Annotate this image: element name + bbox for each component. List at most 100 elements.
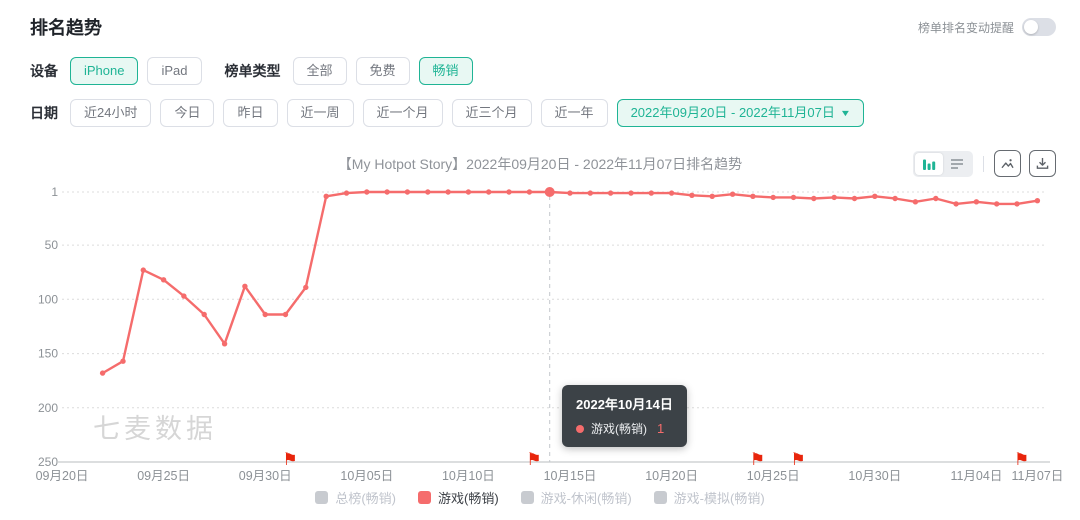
data-point[interactable] [790,194,797,201]
legend-marker-icon [315,491,329,504]
data-point[interactable] [831,194,837,201]
event-flag-icon[interactable]: ⚑ [791,450,806,469]
date-option-year[interactable]: 近一年 [540,99,608,127]
date-range-picker[interactable]: 2022年09月20日 - 2022年11月07日 ▼ [616,99,864,127]
data-point[interactable] [262,311,268,318]
legend-marker-icon [520,491,534,504]
date-option-24h[interactable]: 近24小时 [70,99,152,127]
date-option-month[interactable]: 近一个月 [362,99,443,127]
data-point[interactable] [384,189,390,195]
data-point[interactable] [587,190,593,196]
data-point[interactable] [668,190,675,196]
toolbar-divider [983,155,984,172]
event-flag-icon[interactable]: ⚑ [1014,450,1029,469]
data-point[interactable] [607,190,614,196]
rank-change-reminder: 榜单排名变动提醒 [918,18,1056,36]
chart-legend: 总榜(畅销) 游戏(畅销) 游戏-休闲(畅销) 游戏-模拟(畅销) [0,488,1080,507]
panel-header: 排名趋势 榜单排名变动提醒 [30,14,1056,40]
data-point[interactable] [628,190,634,196]
x-tick-label: 09月20日 [36,469,89,483]
date-option-week[interactable]: 近一周 [286,99,354,127]
chart-view-switcher [913,150,973,177]
data-point[interactable] [648,190,654,196]
legend-item[interactable]: 游戏-休闲(畅销) [520,488,632,507]
page-title: 排名趋势 [30,18,102,38]
data-point[interactable] [526,189,533,195]
chart-type-option-all[interactable]: 全部 [292,57,347,85]
data-point[interactable] [709,193,715,199]
data-point[interactable] [912,199,919,205]
data-point[interactable] [364,189,370,195]
data-point[interactable] [465,189,472,195]
event-flag-icon[interactable]: ⚑ [750,450,765,469]
data-point[interactable] [506,189,512,195]
data-point[interactable] [425,189,431,195]
chart-area: 1 50 100 150 200 250 七麦数据 09月20日 09月25日 09月30日 10月… [0,172,1080,484]
x-tick-label: 09月30日 [239,469,292,483]
date-option-today[interactable]: 今日 [160,99,215,127]
x-tick-label: 10月20日 [645,469,698,483]
tooltip-series-row: 游戏(畅销) 1 [576,420,673,437]
legend-item[interactable]: 总榜(畅销) [315,488,396,507]
chevron-down-icon: ▼ [839,108,852,118]
series-dot-icon [576,424,584,433]
data-point[interactable] [770,194,776,201]
data-point[interactable] [994,201,1000,207]
data-point[interactable] [181,293,187,299]
data-point[interactable] [160,277,167,283]
device-option-iphone[interactable]: iPhone [70,57,139,85]
event-flag-icon[interactable]: ⚑ [283,450,298,469]
date-range-value: 2022年09月20日 - 2022年11月07日 [630,105,835,120]
data-point[interactable] [892,195,898,202]
tooltip-value: 1 [657,421,665,436]
data-point[interactable] [404,189,411,195]
data-point[interactable] [120,358,126,364]
tooltip-date: 2022年10月14日 [576,397,673,412]
data-point[interactable] [872,193,878,199]
data-point[interactable] [933,195,939,202]
legend-item[interactable]: 游戏-模拟(畅销) [653,488,765,507]
reminder-toggle[interactable] [1022,18,1056,36]
download-icon[interactable] [1029,150,1056,177]
data-point[interactable] [221,341,228,347]
data-point[interactable] [567,190,573,196]
data-point[interactable] [973,199,980,205]
legend-marker-icon [418,491,431,504]
event-flag-icon[interactable]: ⚑ [526,450,541,469]
chart-type-option-grossing[interactable]: 畅销 [418,57,473,85]
data-point[interactable] [323,193,329,199]
data-point[interactable] [811,195,817,202]
data-point[interactable] [689,192,695,198]
data-point[interactable] [445,189,451,195]
data-point[interactable] [729,191,736,197]
data-point[interactable] [140,267,146,273]
qimai-watermark: 七麦数据 [93,414,217,444]
tooltip-series-name: 游戏(畅销) [591,422,647,436]
legend-item[interactable]: 游戏(畅销) [418,488,499,507]
x-tick-label: 10月05日 [340,469,393,483]
data-point[interactable] [201,311,207,318]
data-point[interactable] [1034,198,1041,204]
data-point[interactable] [99,370,106,376]
data-point[interactable] [851,195,858,202]
data-point[interactable] [303,284,309,291]
data-point[interactable] [282,311,289,318]
legend-label: 总榜(畅销) [335,491,396,506]
date-option-3months[interactable]: 近三个月 [451,99,532,127]
hovered-data-point[interactable] [544,187,555,197]
device-option-ipad[interactable]: iPad [147,57,202,85]
data-point[interactable] [242,283,248,289]
bar-chart-icon[interactable] [915,152,943,175]
data-point[interactable] [953,201,959,207]
data-point[interactable] [486,189,492,195]
data-point[interactable] [343,190,350,196]
data-point[interactable] [750,193,756,199]
data-point[interactable] [1014,201,1020,207]
chart-type-option-free[interactable]: 免费 [355,57,410,85]
image-export-icon[interactable] [994,150,1021,177]
list-view-icon[interactable] [943,153,971,175]
chart-tooltip: 2022年10月14日 游戏(畅销) 1 [562,385,687,447]
date-option-yesterday[interactable]: 昨日 [223,99,278,127]
legend-marker-icon [653,491,667,504]
